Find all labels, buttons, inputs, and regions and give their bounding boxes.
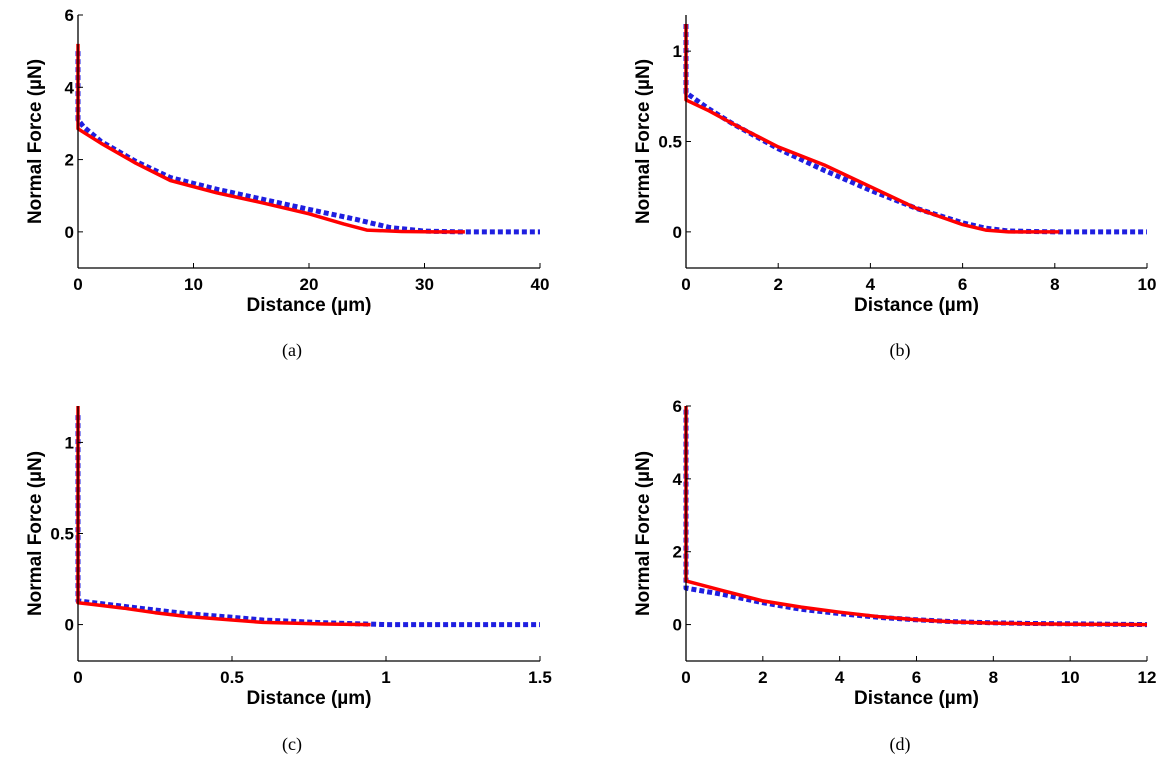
x-tick-label: 2 xyxy=(758,668,767,687)
panel-caption: (c) xyxy=(282,734,302,755)
y-axis-label: Normal Force (µN) xyxy=(633,451,654,616)
x-tick-label: 10 xyxy=(1061,668,1080,687)
series-line-1 xyxy=(75,51,540,235)
panel-caption: (b) xyxy=(890,340,911,361)
x-tick-label: 4 xyxy=(835,668,845,687)
y-axis-label: Normal Force (µN) xyxy=(25,59,46,224)
series-line-2 xyxy=(684,406,1148,627)
x-tick-label: 8 xyxy=(989,668,998,687)
x-tick-label: 0.5 xyxy=(220,668,244,687)
y-axis-label: Normal Force (µN) xyxy=(25,451,46,616)
series-line-2 xyxy=(684,24,1060,234)
x-axis-label: Distance (µm) xyxy=(247,688,372,709)
x-tick-label: 30 xyxy=(415,275,434,294)
y-tick-label: 0 xyxy=(673,223,682,242)
x-tick-label: 4 xyxy=(866,275,876,294)
y-tick-label: 0 xyxy=(65,223,74,242)
x-tick-label: 10 xyxy=(184,275,203,294)
x-tick-label: 6 xyxy=(912,668,921,687)
y-tick-label: 1 xyxy=(673,42,682,61)
x-axis-label: Distance (µm) xyxy=(854,688,979,709)
series-line-1 xyxy=(75,415,540,628)
y-tick-label: 0.5 xyxy=(658,133,682,152)
y-tick-label: 1 xyxy=(65,433,74,452)
series-line-1 xyxy=(683,24,1147,235)
y-tick-label: 0 xyxy=(673,616,682,635)
y-tick-label: 4 xyxy=(65,78,75,97)
chart-panel-3: 0 0.5 1 1.5 0 0.5 1 Distance (µm) Normal Force (… xyxy=(25,406,552,755)
y-tick-label: 2 xyxy=(673,543,682,562)
y-tick-label: 0 xyxy=(65,616,74,635)
x-axis-label: Distance (µm) xyxy=(854,295,979,316)
panel-caption: (a) xyxy=(282,340,302,361)
y-axis-label: Normal Force (µN) xyxy=(633,59,654,224)
y-tick-label: 2 xyxy=(65,151,74,170)
x-tick-label: 12 xyxy=(1138,668,1157,687)
x-tick-label: 0 xyxy=(73,275,82,294)
x-tick-label: 0 xyxy=(73,668,82,687)
series-line-2 xyxy=(76,43,465,234)
series-line-2 xyxy=(76,406,371,627)
x-tick-label: 20 xyxy=(300,275,319,294)
y-tick-label: 0.5 xyxy=(50,525,74,544)
x-tick-label: 40 xyxy=(531,275,550,294)
y-tick-label: 4 xyxy=(673,470,683,489)
panel-caption: (d) xyxy=(890,734,911,755)
series-line-1 xyxy=(683,409,1148,628)
x-tick-label: 0 xyxy=(681,668,690,687)
x-tick-label: 10 xyxy=(1138,275,1157,294)
y-tick-label: 6 xyxy=(65,6,74,25)
x-tick-label: 8 xyxy=(1050,275,1059,294)
x-tick-label: 2 xyxy=(773,275,782,294)
x-tick-label: 6 xyxy=(958,275,967,294)
chart-panel-1: 0 10 20 30 40 0 2 4 6 Distance (µm) Normal Force (… xyxy=(25,6,549,361)
x-tick-label: 0 xyxy=(681,275,690,294)
x-axis-label: Distance (µm) xyxy=(247,295,372,316)
y-tick-label: 6 xyxy=(673,397,682,416)
chart-panel-2: 0 2 4 6 8 10 0 0.5 1 Distance (µm) Normal Force (µ… xyxy=(633,15,1156,361)
x-tick-label: 1 xyxy=(381,668,390,687)
x-tick-label: 1.5 xyxy=(528,668,552,687)
